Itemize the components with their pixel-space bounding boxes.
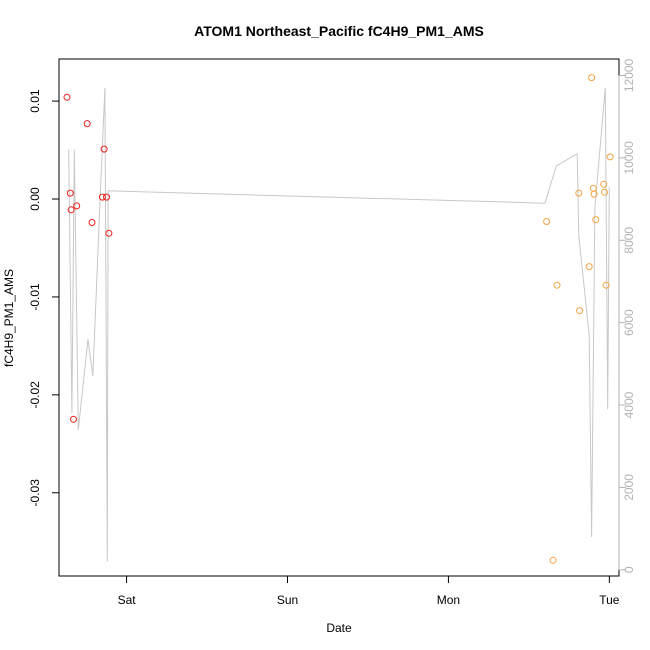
data-point xyxy=(105,229,113,237)
plot-frame xyxy=(58,58,620,577)
data-point xyxy=(589,184,597,192)
y2-tick-label: 2000 xyxy=(622,474,636,501)
x-tick-label: Tue xyxy=(599,593,620,607)
y2-tick-label: 8000 xyxy=(622,227,636,254)
y2-tick-label: 12000 xyxy=(622,58,636,92)
data-point xyxy=(88,219,96,226)
y2-tick-label: 6000 xyxy=(622,309,636,336)
y-axis-label: fC4H9_PM1_AMS xyxy=(2,269,16,367)
y2-tick-label: 0 xyxy=(622,566,636,573)
y-tick-label: -0.01 xyxy=(28,283,42,311)
data-point xyxy=(98,193,106,201)
data-point xyxy=(553,281,561,289)
data-point xyxy=(100,145,108,153)
data-point xyxy=(70,415,77,423)
data-point xyxy=(601,188,608,196)
altitude-line xyxy=(68,87,610,562)
data-point xyxy=(575,189,583,197)
data-point xyxy=(590,190,598,198)
x-tick-label: Mon xyxy=(437,593,460,607)
y-tick-label: 0.01 xyxy=(28,89,42,113)
data-point xyxy=(549,556,557,564)
y-tick-label: -0.02 xyxy=(28,381,42,409)
data-point xyxy=(73,202,81,210)
data-point xyxy=(543,218,551,225)
x-tick-label: Sun xyxy=(277,593,298,607)
x-axis: Sat Sun Mon Tue xyxy=(118,575,620,607)
chart-title: ATOM1 Northeast_Pacific fC4H9_PM1_AMS xyxy=(194,23,484,39)
data-point xyxy=(592,216,600,224)
y-axis-left: -0.03 -0.02 -0.01 0.00 0.01 xyxy=(28,89,60,507)
y-tick-label: 0.00 xyxy=(28,187,42,211)
data-point xyxy=(602,281,610,289)
x-tick-label: Sat xyxy=(118,593,137,607)
y2-tick-label: 4000 xyxy=(622,391,636,418)
x-axis-label: Date xyxy=(326,621,352,635)
points-layer xyxy=(63,74,614,564)
y-tick-label: -0.03 xyxy=(28,479,42,507)
data-point xyxy=(83,120,91,128)
data-point xyxy=(67,206,75,214)
y-axis-right: 0 2000 4000 6000 8000 10000 12000 xyxy=(618,58,636,573)
data-point xyxy=(588,74,596,82)
y2-tick-label: 10000 xyxy=(622,141,636,175)
data-point xyxy=(576,307,584,315)
data-point xyxy=(606,153,614,161)
data-point xyxy=(600,180,608,188)
data-point xyxy=(66,189,74,197)
altitude-line-layer xyxy=(68,87,610,562)
data-point xyxy=(585,263,593,271)
data-point xyxy=(63,93,71,101)
data-point xyxy=(103,193,110,201)
